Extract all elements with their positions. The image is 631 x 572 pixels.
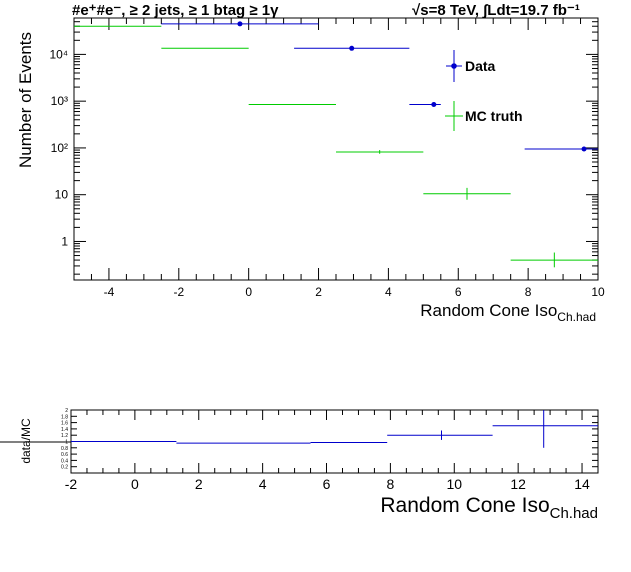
legend-entry-mc-truth: MC truth — [445, 101, 523, 131]
legend-data-label: Data — [465, 58, 496, 74]
ratio-x-tick-label: 0 — [131, 476, 139, 492]
main-x-tick-label: -4 — [104, 285, 115, 299]
ratio-y-tick-label: 1.8 — [61, 414, 68, 420]
main-x-tick-label: 2 — [315, 285, 322, 299]
ratio-y-tick-label: 1 — [65, 440, 68, 446]
data-point — [409, 101, 441, 107]
mc-truth-point — [336, 150, 424, 154]
legend-mc-truth-label: MC truth — [465, 108, 523, 124]
ratio-plot: 0.20.40.60.811.21.41.61.82 -2 0 2 4 6 8 10 12 14… — [0, 408, 599, 522]
main-ylabel: Number of Events — [16, 32, 35, 168]
ratio-y-tick-label: 0.2 — [61, 465, 68, 471]
ratio-ylabel: data/MC — [19, 418, 33, 464]
ratio-y-tick-label: 0.8 — [61, 446, 68, 452]
ratio-x-tick-label: 8 — [386, 476, 394, 492]
ratio-y-tick-label: 2 — [65, 408, 68, 414]
legend-entry-data: Data — [446, 50, 496, 82]
data-marker — [237, 21, 243, 27]
ratio-xlabel: Random Cone IsoCh.had — [380, 494, 598, 522]
ratio-x-tick-label: -2 — [65, 476, 78, 492]
ratio-y-tick-label: 0.4 — [61, 458, 68, 464]
ratio-y-tick-label: 0.6 — [61, 452, 68, 458]
main-plot: 1 10 10² 10³ 10⁴ -4 -2 0 2 4 6 8 10 Number of Event… — [16, 17, 605, 324]
ratio-y-tick-label: 1.4 — [61, 427, 68, 433]
data-point — [161, 21, 319, 27]
main-x-tick-label: -2 — [173, 285, 184, 299]
ratio-x-tick-label: 4 — [259, 476, 267, 492]
main-x-tick-label: 10 — [591, 285, 605, 299]
main-xlabel: Random Cone IsoCh.had — [420, 301, 596, 324]
main-x-tick-label: 0 — [245, 285, 252, 299]
data-marker — [581, 146, 587, 152]
ratio-point — [387, 430, 493, 440]
main-y-tick-label: 10⁴ — [49, 47, 68, 61]
ratio-x-tick-label: 14 — [574, 476, 590, 492]
mc-truth-point — [423, 187, 511, 200]
legend: Data MC truth — [445, 50, 523, 131]
header-left-title: #e⁺#e⁻, ≥ 2 jets, ≥ 1 btag ≥ 1γ — [72, 2, 279, 19]
main-plot-frame — [73, 17, 599, 281]
data-marker — [349, 45, 355, 51]
ratio-x-tick-label: 6 — [323, 476, 331, 492]
main-y-tick-label: 10 — [55, 188, 69, 202]
ratio-x-tick-label: 12 — [510, 476, 526, 492]
ratio-point — [492, 410, 598, 448]
main-y-tick-label: 1 — [61, 234, 68, 248]
mc-truth-point — [510, 252, 598, 268]
header-right-title: √s=8 TeV, ∫Ldt=19.7 fb⁻¹ — [412, 2, 580, 19]
main-x-tick-label: 6 — [455, 285, 462, 299]
ratio-x-tick-label: 2 — [195, 476, 203, 492]
data-point — [294, 45, 410, 51]
main-x-tick-label: 4 — [385, 285, 392, 299]
ratio-x-tick-label: 10 — [446, 476, 462, 492]
ratio-y-tick-label: 1.6 — [61, 421, 68, 427]
main-y-tick-label: 10³ — [51, 94, 68, 108]
main-x-tick-label: 8 — [525, 285, 532, 299]
legend-data-marker — [451, 63, 457, 69]
ratio-y-tick-label: 1.2 — [61, 433, 68, 439]
main-y-tick-label: 10² — [51, 141, 68, 155]
data-point — [524, 146, 598, 152]
data-marker — [431, 101, 437, 107]
